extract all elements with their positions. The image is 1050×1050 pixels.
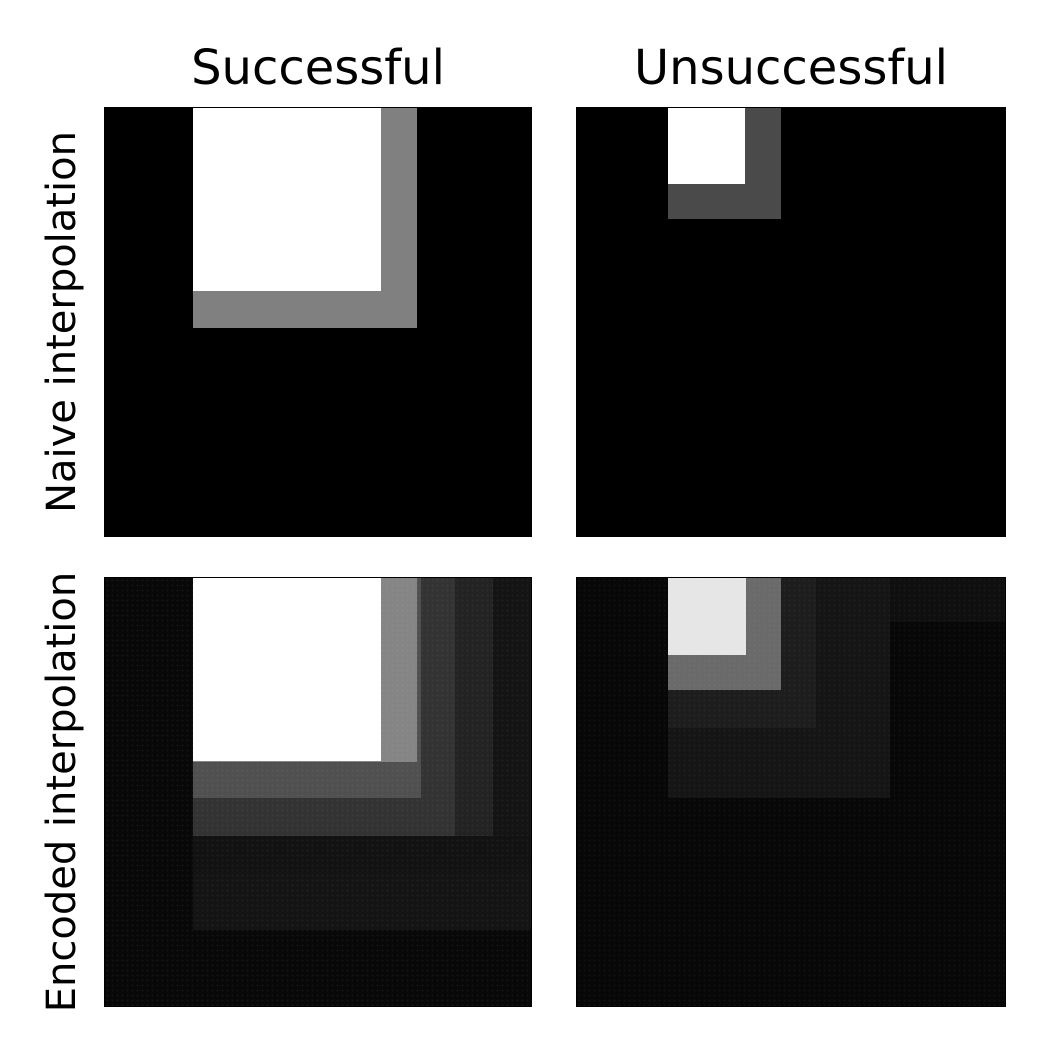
dark-band xyxy=(193,836,531,872)
image-naive-unsuccessful xyxy=(576,107,1006,537)
image-encoded-unsuccessful xyxy=(576,577,1006,1007)
column-title-successful: Successful xyxy=(191,40,445,96)
white-square xyxy=(193,578,381,761)
noise-overlay xyxy=(577,578,1005,1006)
light-gray-square xyxy=(668,578,746,655)
white-square xyxy=(668,108,745,184)
noise-overlay xyxy=(105,578,531,1006)
row-title-naive-interpolation: Naive interpolation xyxy=(39,131,85,513)
white-square xyxy=(193,108,381,291)
image-naive-successful xyxy=(104,107,532,537)
column-title-unsuccessful: Unsuccessful xyxy=(634,40,948,96)
image-encoded-successful xyxy=(104,577,532,1007)
row-title-encoded-interpolation: Encoded interpolation xyxy=(39,571,85,1013)
